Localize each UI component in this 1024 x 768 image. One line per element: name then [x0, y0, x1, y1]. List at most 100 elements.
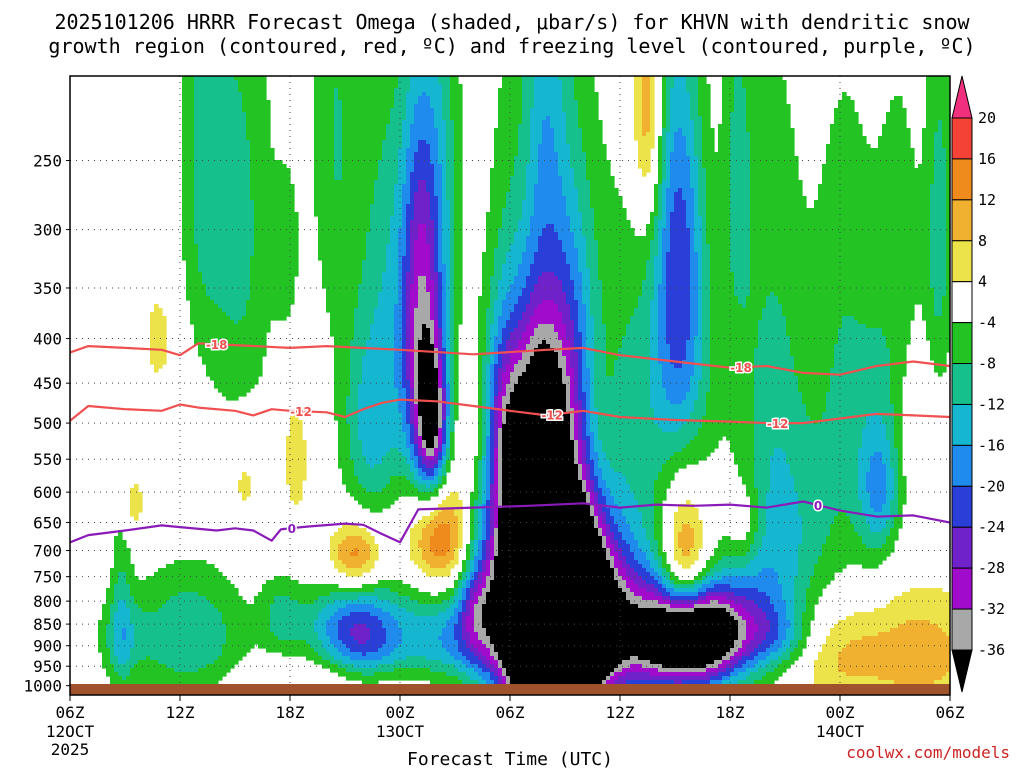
omega-cell — [470, 552, 475, 557]
omega-cell — [422, 92, 427, 97]
omega-cell — [454, 364, 459, 369]
omega-cell — [766, 592, 783, 597]
omega-cell — [474, 468, 479, 473]
omega-cell — [482, 404, 487, 409]
omega-cell — [770, 628, 779, 633]
omega-cell — [486, 320, 495, 325]
omega-cell — [650, 80, 655, 85]
omega-cell — [658, 328, 667, 333]
omega-cell — [350, 344, 367, 349]
omega-cell — [410, 224, 419, 229]
omega-cell — [422, 548, 431, 553]
omega-cell — [358, 436, 407, 441]
omega-cell — [406, 440, 411, 445]
omega-cell — [446, 276, 451, 281]
omega-cell — [674, 528, 683, 533]
omega-cell — [722, 536, 731, 541]
omega-cell — [118, 572, 127, 577]
omega-cell — [338, 632, 351, 637]
omega-cell — [454, 600, 459, 605]
omega-cell — [262, 588, 375, 593]
omega-cell — [750, 512, 759, 517]
omega-cell — [314, 188, 375, 193]
omega-cell — [390, 480, 411, 485]
omega-cell — [590, 280, 603, 285]
omega-cell — [446, 384, 451, 389]
omega-cell — [194, 200, 255, 205]
omega-cell — [702, 156, 731, 161]
omega-cell — [206, 364, 263, 369]
omega-cell — [402, 316, 407, 321]
omega-cell — [642, 92, 651, 97]
omega-cell — [214, 300, 247, 305]
omega-cell — [890, 448, 899, 453]
omega-cell — [482, 484, 487, 489]
omega-cell — [594, 236, 655, 241]
omega-cell — [450, 324, 455, 329]
omega-cell — [662, 180, 671, 185]
omega-cell — [478, 372, 483, 377]
omega-cell — [578, 312, 587, 317]
omega-cell — [438, 476, 443, 481]
omega-cell — [222, 392, 247, 397]
omega-cell — [314, 88, 335, 93]
omega-cell — [406, 420, 411, 425]
omega-cell — [602, 532, 607, 537]
omega-cell — [658, 248, 663, 253]
omega-cell — [482, 272, 495, 277]
omega-cell — [438, 380, 443, 385]
omega-cell — [538, 280, 563, 285]
omega-cell — [406, 292, 411, 297]
omega-cell — [434, 444, 439, 449]
omega-cell — [506, 404, 567, 409]
omega-cell — [422, 444, 427, 449]
omega-cell — [890, 104, 903, 109]
omega-cell — [478, 632, 487, 637]
omega-cell — [494, 364, 503, 369]
omega-cell — [358, 296, 379, 301]
omega-cell — [482, 516, 487, 521]
omega-cell — [634, 96, 643, 101]
omega-cell — [150, 352, 167, 357]
omega-cell — [494, 164, 515, 169]
omega-cell — [594, 372, 607, 377]
omega-cell — [826, 156, 915, 161]
omega-cell — [370, 220, 391, 225]
omega-cell — [186, 284, 207, 289]
omega-cell — [450, 116, 463, 121]
omega-cell — [418, 448, 423, 453]
omega-cell — [450, 212, 455, 217]
omega-cell — [786, 616, 795, 621]
omega-cell — [594, 436, 599, 441]
omega-cell — [590, 372, 595, 377]
omega-cell — [622, 576, 631, 581]
omega-cell — [662, 276, 667, 281]
omega-cell — [450, 288, 455, 293]
omega-cell — [438, 284, 443, 289]
omega-cell — [106, 600, 115, 605]
omega-cell — [410, 248, 415, 253]
omega-cell — [102, 616, 111, 621]
omega-cell — [422, 536, 431, 541]
omega-cell — [194, 324, 271, 329]
omega-cell — [658, 360, 671, 365]
omega-cell — [442, 240, 451, 245]
omega-cell — [582, 468, 587, 473]
omega-cell — [450, 536, 459, 541]
omega-cell — [486, 228, 499, 233]
omega-cell — [494, 420, 499, 425]
omega-cell — [734, 608, 747, 613]
omega-cell — [450, 284, 455, 289]
omega-cell — [698, 380, 711, 385]
omega-cell — [438, 212, 443, 217]
omega-cell — [502, 308, 515, 313]
omega-cell — [578, 452, 583, 457]
omega-cell — [686, 500, 691, 505]
omega-cell — [694, 212, 699, 217]
omega-cell — [754, 616, 767, 621]
omega-cell — [182, 96, 195, 101]
omega-cell — [502, 420, 507, 425]
omega-cell — [450, 380, 455, 385]
omega-cell — [686, 392, 699, 397]
omega-cell — [562, 380, 571, 385]
